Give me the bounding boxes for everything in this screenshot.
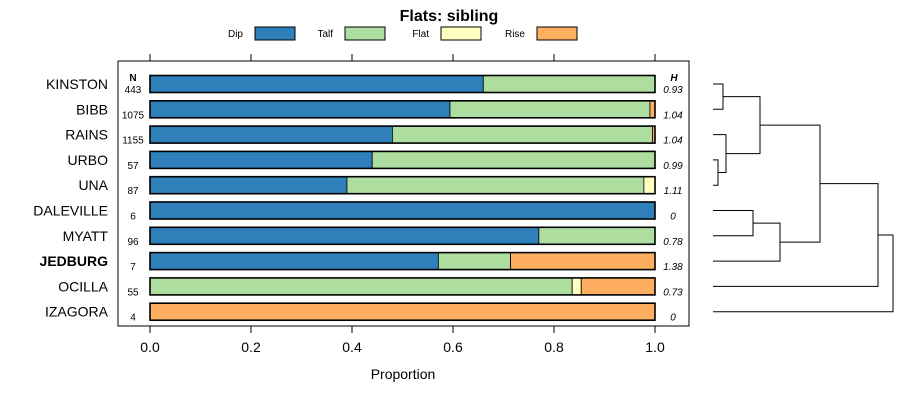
legend-swatch-talf bbox=[344, 26, 386, 41]
plot-frame bbox=[117, 60, 690, 327]
bar-outline-jedburg bbox=[149, 251, 656, 271]
bar-outline-kinston bbox=[149, 74, 656, 94]
bar-outline-daleville bbox=[149, 201, 656, 220]
dendrogram-link-root bbox=[713, 234, 894, 313]
n-value-una: 87 bbox=[127, 186, 139, 197]
bar-ocilla-flat bbox=[571, 277, 582, 296]
dendrogram-link-kinston-bibb bbox=[713, 83, 724, 110]
x-tick-label: 0.4 bbox=[342, 339, 362, 355]
x-tick-label: 0.0 bbox=[140, 339, 160, 355]
bar-kinston-talf bbox=[482, 75, 656, 93]
legend-label-rise: Rise bbox=[505, 29, 525, 40]
bar-jedburg-rise bbox=[510, 252, 656, 271]
bar-myatt-dip bbox=[149, 226, 540, 245]
n-value-urbo: 57 bbox=[127, 161, 139, 172]
h-value-rains: 1.04 bbox=[663, 136, 683, 147]
bar-una-flat bbox=[643, 176, 656, 195]
category-label-bibb: BIBB bbox=[76, 101, 108, 117]
n-column-header: N bbox=[129, 73, 136, 84]
n-value-rains: 1155 bbox=[122, 136, 144, 147]
bar-urbo-dip bbox=[149, 150, 373, 169]
category-label-rains: RAINS bbox=[65, 127, 108, 143]
legend-swatch-flat bbox=[440, 26, 482, 41]
n-value-kinston: 443 bbox=[125, 85, 142, 96]
x-tick-label: 1.0 bbox=[645, 339, 665, 355]
category-label-kinston: KINSTON bbox=[46, 76, 108, 92]
dendrogram-link-rains-urbo-una bbox=[713, 134, 727, 174]
bar-bibb-dip bbox=[149, 100, 451, 119]
bar-outline-una bbox=[149, 175, 656, 195]
category-label-una: UNA bbox=[78, 177, 108, 193]
x-tick-label: 0.6 bbox=[443, 339, 463, 355]
bar-kinston-dip bbox=[149, 75, 484, 93]
category-label-jedburg: JEDBURG bbox=[40, 253, 109, 269]
bar-jedburg-talf bbox=[437, 252, 511, 271]
bar-outline-urbo bbox=[149, 150, 656, 170]
chart-title: Flats: sibling bbox=[400, 8, 499, 25]
bar-outline-bibb bbox=[149, 100, 656, 119]
x-tick-label: 0.8 bbox=[544, 339, 564, 355]
bar-myatt-talf bbox=[538, 226, 656, 245]
legend-swatch-rise bbox=[536, 26, 578, 41]
n-value-jedburg: 7 bbox=[130, 262, 136, 273]
h-value-ocilla: 0.73 bbox=[663, 287, 683, 298]
category-label-urbo: URBO bbox=[68, 152, 109, 168]
bar-rains-talf bbox=[391, 125, 653, 144]
n-value-myatt: 96 bbox=[127, 237, 139, 248]
h-value-jedburg: 1.38 bbox=[663, 262, 683, 273]
bar-ocilla-rise bbox=[580, 277, 656, 296]
dendrogram-link-urbo-una bbox=[713, 159, 719, 186]
dendrogram-link-daleville-myatt-jedburg bbox=[713, 222, 781, 262]
x-axis: 0.0 0.2 0.4 0.6 0.8 1.0 bbox=[140, 54, 665, 355]
bar-ocilla-talf bbox=[149, 277, 573, 296]
dendrogram-link-upper-middle bbox=[760, 124, 821, 243]
h-column-header: H bbox=[670, 73, 678, 84]
h-value-kinston: 0.93 bbox=[663, 85, 683, 96]
h-value-bibb: 1.04 bbox=[663, 110, 683, 121]
h-value-daleville: 0 bbox=[670, 212, 676, 223]
h-value-myatt: 0.78 bbox=[663, 237, 683, 248]
dendrogram bbox=[713, 83, 894, 313]
legend: Dip Talf Flat Rise bbox=[228, 26, 578, 41]
x-tick-label: 0.2 bbox=[241, 339, 261, 355]
x-axis-label: Proportion bbox=[371, 366, 436, 382]
bar-urbo-talf bbox=[371, 150, 656, 169]
category-label-ocilla: OCILLA bbox=[58, 278, 108, 294]
bar-outline-ocilla bbox=[149, 277, 656, 296]
category-label-daleville: DALEVILLE bbox=[33, 203, 108, 219]
bar-outline-rains bbox=[149, 125, 656, 144]
n-values: 443 1075 1155 57 87 6 96 7 55 4 bbox=[122, 85, 145, 324]
category-labels: KINSTON BIBB RAINS URBO UNA DALEVILLE MYATT JED… bbox=[33, 76, 108, 320]
bar-daleville-dip bbox=[149, 201, 656, 220]
legend-label-dip: Dip bbox=[228, 29, 243, 40]
bar-outline-izagora bbox=[149, 302, 656, 322]
legend-label-flat: Flat bbox=[412, 29, 429, 40]
bar-jedburg-dip bbox=[149, 252, 439, 271]
legend-swatch-dip bbox=[254, 26, 296, 41]
h-values: 0.93 1.04 1.04 0.99 1.11 0 0.78 1.38 0.73 0 bbox=[663, 85, 683, 324]
n-value-bibb: 1075 bbox=[122, 110, 145, 121]
bar-una-talf bbox=[346, 176, 645, 195]
bar-rains-dip bbox=[149, 125, 393, 144]
h-value-una: 1.11 bbox=[664, 186, 683, 197]
category-label-myatt: MYATT bbox=[63, 228, 109, 244]
h-value-izagora: 0 bbox=[670, 313, 676, 324]
bar-una-dip bbox=[149, 176, 348, 195]
dendrogram-link-daleville-myatt bbox=[713, 210, 754, 237]
n-value-izagora: 4 bbox=[130, 313, 136, 324]
n-value-ocilla: 55 bbox=[127, 287, 139, 298]
bars bbox=[149, 74, 656, 322]
h-value-urbo: 0.99 bbox=[663, 161, 683, 172]
n-value-daleville: 6 bbox=[130, 212, 136, 223]
dendrogram-link-all-but-izagora bbox=[713, 183, 879, 287]
bar-izagora-rise bbox=[149, 302, 656, 321]
bar-bibb-talf bbox=[449, 100, 651, 119]
bar-outline-myatt bbox=[149, 226, 656, 246]
legend-label-talf: Talf bbox=[317, 29, 333, 40]
dendrogram-link-upper bbox=[723, 96, 761, 155]
category-label-izagora: IZAGORA bbox=[45, 304, 109, 320]
